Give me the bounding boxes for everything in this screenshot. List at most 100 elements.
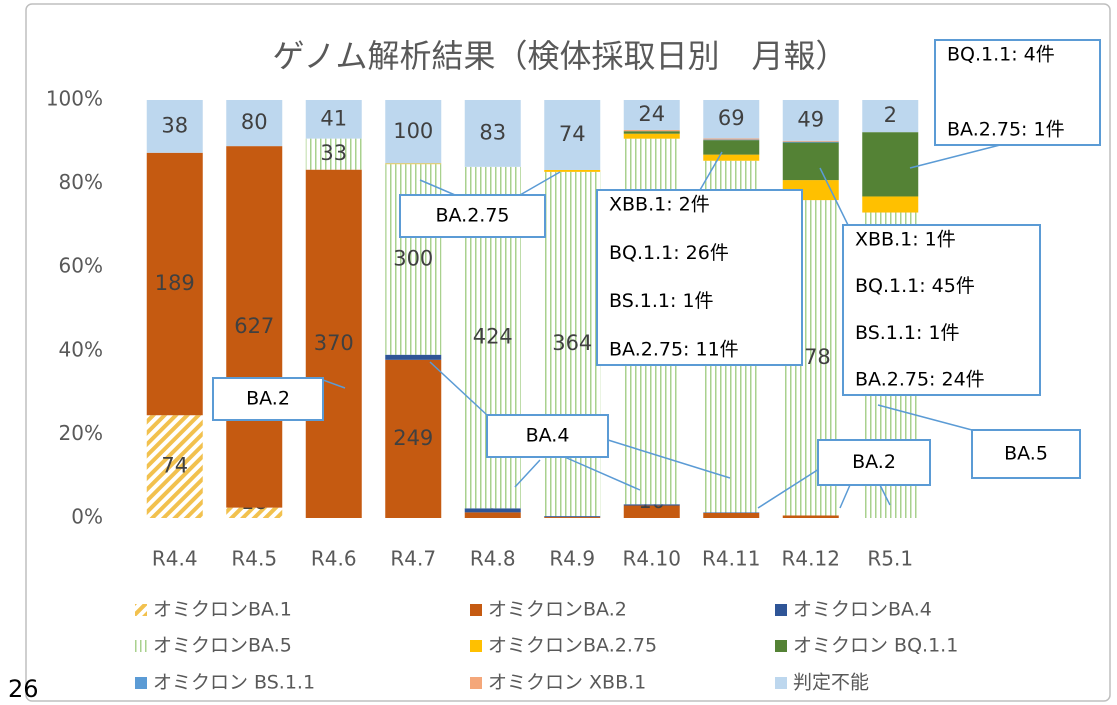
data-label: 627 — [234, 314, 274, 338]
callout-text: BQ.1.1: 4件 — [947, 44, 1055, 66]
bar-segment — [544, 516, 601, 518]
callout-box — [971, 429, 1081, 479]
chart-title: ゲノム解析結果（検体採取日別 月報） — [272, 37, 847, 75]
legend-swatch — [775, 604, 787, 616]
legend-label: オミクロン BQ.1.1 — [793, 635, 958, 657]
callout-box — [842, 224, 1041, 396]
callout-box — [486, 414, 609, 458]
data-label: 49 — [797, 107, 824, 131]
plot: 0%20%40%60%80%100%R4.47418938R4.51862780… — [46, 87, 958, 694]
legend-swatch — [135, 640, 147, 652]
callout-text: BQ.1.1: 26件 — [609, 242, 729, 264]
bar-segment — [623, 505, 680, 518]
legend-label: オミクロンBA.2 — [488, 599, 627, 621]
callout: BA.4 — [486, 414, 609, 458]
bar-segment — [862, 196, 919, 213]
callout-text: BQ.1.1: 45件 — [855, 275, 975, 297]
callout: BA.2 — [212, 377, 324, 421]
bar-segment — [623, 129, 680, 132]
callout-box — [934, 39, 1101, 146]
bar-segment — [464, 100, 521, 167]
legend-label: オミクロンBA.5 — [153, 635, 292, 657]
callout: BA.5 — [971, 429, 1081, 479]
bar-segment — [464, 508, 521, 513]
callout-box — [212, 377, 324, 421]
legend-swatch — [135, 677, 147, 689]
legend-label: オミクロンBA.1 — [153, 599, 292, 621]
page-number: 26 — [8, 675, 39, 703]
x-tick-label: R4.6 — [311, 547, 357, 571]
legend-swatch — [775, 677, 787, 689]
bar-segment — [703, 139, 760, 141]
bar-segment — [782, 100, 839, 141]
x-tick-label: R4.10 — [623, 547, 681, 571]
bar-segment — [782, 515, 839, 518]
data-label: 370 — [314, 331, 354, 355]
callout: BA.2 — [817, 439, 931, 486]
bar-segment — [703, 154, 760, 161]
x-tick-label: R4.9 — [549, 547, 595, 571]
callout-text: XBB.1: 1件 — [855, 229, 956, 251]
bar-segment — [544, 169, 601, 172]
data-label: 24 — [638, 102, 665, 126]
callout-text: BA.2.75: 24件 — [855, 369, 985, 391]
data-label: 364 — [552, 331, 592, 355]
callout: BA.2.75 — [399, 194, 546, 238]
bar-segment — [146, 152, 203, 416]
bar-segment — [385, 354, 442, 360]
data-label: 2 — [884, 103, 897, 127]
bar-segment — [623, 504, 680, 506]
annotations: BQ.1.1: 4件 BA.2.75: 1件 BA.2.75 XBB.1: 2件 BQ.… — [212, 39, 1101, 486]
data-label: 300 — [393, 246, 433, 270]
callout-box — [596, 189, 803, 366]
x-tick-label: R4.7 — [390, 547, 436, 571]
callout: XBB.1: 2件 BQ.1.1: 26件 BS.1.1: 1件 BA.2.75: 1… — [596, 189, 803, 366]
bar-segment — [226, 100, 283, 147]
data-label: 41 — [320, 106, 347, 130]
callout-box — [399, 194, 546, 238]
bar-segment — [782, 141, 839, 143]
callout-text: XBB.1: 2件 — [609, 194, 710, 216]
legend-label: オミクロンBA.2.75 — [488, 635, 657, 657]
bar-segment — [703, 138, 760, 140]
y-tick-label: 80% — [59, 170, 103, 194]
callout-text: BA.4 — [526, 425, 570, 447]
callout-text: BS.1.1: 1件 — [855, 322, 960, 344]
x-tick-label: R4.8 — [470, 547, 516, 571]
bar-segment — [623, 100, 680, 130]
callout-text: BA.2.75: 11件 — [609, 339, 739, 361]
bar-segment — [305, 169, 362, 518]
y-tick-label: 20% — [59, 421, 103, 445]
callout: XBB.1: 1件 BQ.1.1: 45件 BS.1.1: 1件 BA.2.75: 2… — [842, 224, 1041, 396]
legend-label: オミクロン BS.1.1 — [153, 672, 315, 694]
callout-text: BA.2 — [246, 388, 290, 410]
x-tick-label: R4.4 — [152, 547, 198, 571]
callout-text: BA.5 — [1004, 443, 1048, 465]
bar-segment — [544, 517, 601, 518]
x-tick-label: R4.11 — [702, 547, 760, 571]
data-label: 100 — [393, 119, 433, 143]
data-label: 249 — [393, 426, 433, 450]
bar-segment — [703, 512, 760, 513]
legend-label: オミクロンBA.4 — [793, 599, 932, 621]
bar-segment — [305, 138, 362, 170]
bar-segment — [305, 100, 362, 139]
callout-text: BS.1.1: 1件 — [609, 290, 714, 312]
bar-segment — [862, 100, 919, 133]
legend-swatch — [470, 677, 482, 689]
bar-segment — [385, 359, 442, 518]
x-tick-label: R5.1 — [867, 547, 913, 571]
callout-text: BA.2.75: 1件 — [947, 119, 1065, 141]
legend-swatch — [775, 640, 787, 652]
bar-segment — [544, 171, 601, 517]
bar-segment — [623, 133, 680, 139]
data-label: 69 — [718, 106, 745, 130]
leader-lines — [322, 144, 1001, 509]
bar-segment — [623, 131, 680, 134]
data-label: 74 — [559, 122, 586, 146]
data-label: 38 — [161, 113, 188, 137]
bar-segment — [464, 512, 521, 518]
bar-segment — [782, 142, 839, 181]
legend-label: 判定不能 — [793, 672, 869, 694]
data-label: 83 — [479, 120, 506, 144]
